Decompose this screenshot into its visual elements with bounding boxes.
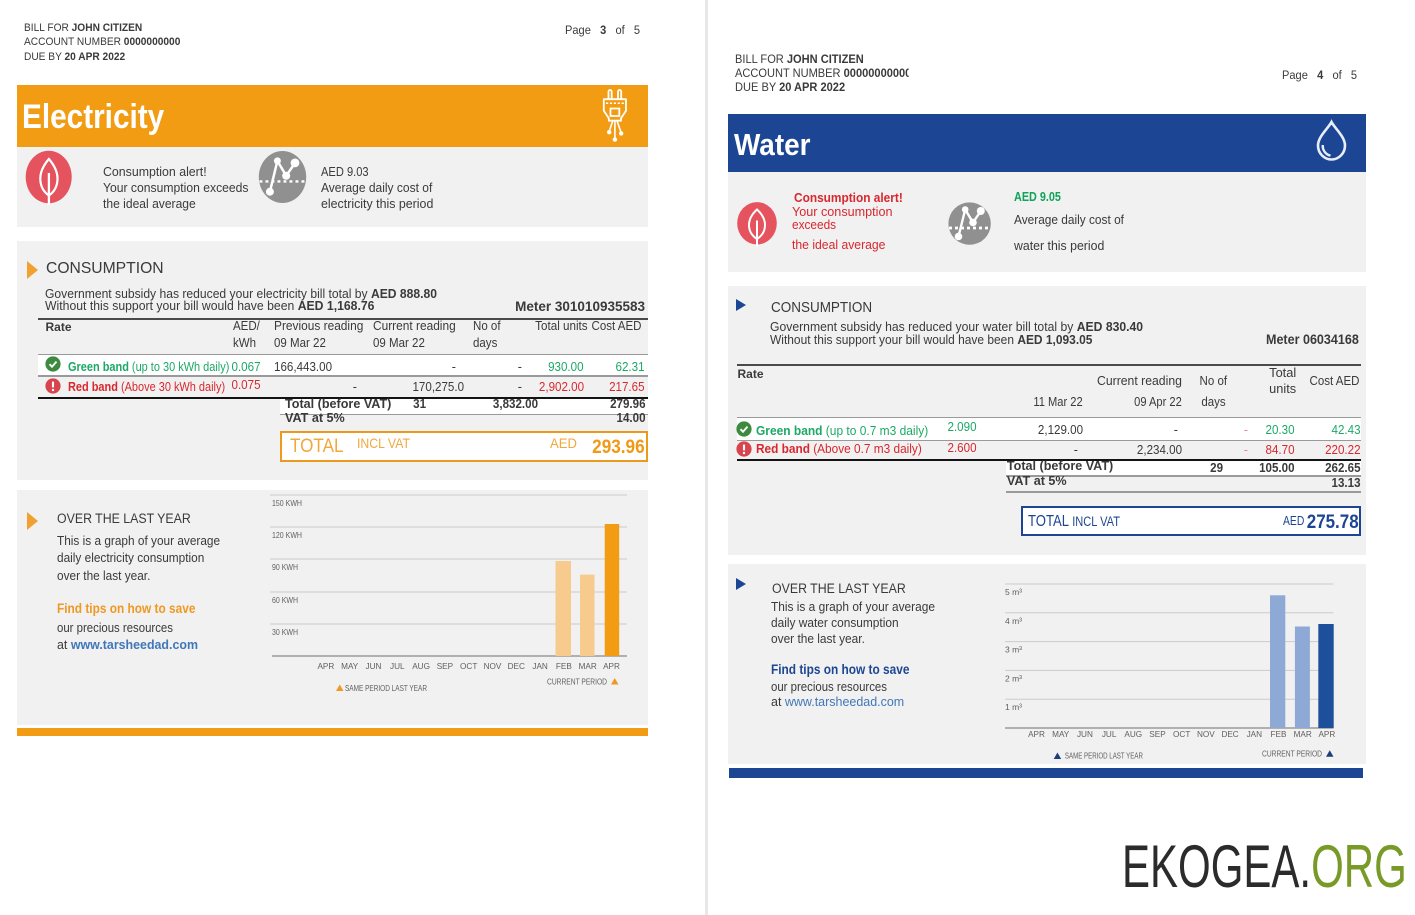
svg-text:SEP: SEP	[1149, 730, 1166, 739]
svg-text:90 KWH: 90 KWH	[272, 562, 298, 572]
svg-text:FEB: FEB	[556, 662, 572, 671]
svg-text:JAN: JAN	[1247, 730, 1263, 739]
svg-text:DEC: DEC	[1221, 730, 1238, 739]
svg-text:MAR: MAR	[579, 662, 597, 671]
svg-text:MAY: MAY	[341, 662, 359, 671]
svg-text:APR: APR	[1318, 730, 1335, 739]
svg-text:APR: APR	[1028, 730, 1045, 739]
svg-text:150 KWH: 150 KWH	[272, 498, 302, 508]
svg-text:120 KWH: 120 KWH	[272, 530, 302, 540]
svg-text:CURRENT PERIOD: CURRENT PERIOD	[1262, 749, 1322, 759]
svg-text:AUG: AUG	[412, 662, 430, 671]
svg-text:JUL: JUL	[390, 662, 405, 671]
svg-text:30 KWH: 30 KWH	[272, 627, 298, 637]
svg-text:2 m³: 2 m³	[1005, 673, 1022, 683]
svg-text:NOV: NOV	[484, 662, 502, 671]
svg-text:JUL: JUL	[1102, 730, 1117, 739]
svg-text:OCT: OCT	[460, 662, 477, 671]
svg-text:JUN: JUN	[1077, 730, 1093, 739]
svg-text:AUG: AUG	[1124, 730, 1142, 739]
svg-text:5 m³: 5 m³	[1005, 587, 1022, 597]
svg-text:APR: APR	[603, 662, 620, 671]
svg-text:FEB: FEB	[1271, 730, 1287, 739]
svg-text:4 m³: 4 m³	[1005, 616, 1022, 626]
svg-text:JUN: JUN	[366, 662, 382, 671]
svg-text:DEC: DEC	[508, 662, 525, 671]
svg-text:1 m³: 1 m³	[1005, 702, 1022, 712]
svg-text:NOV: NOV	[1197, 730, 1215, 739]
svg-text:SEP: SEP	[437, 662, 454, 671]
svg-text:MAR: MAR	[1294, 730, 1312, 739]
svg-text:JAN: JAN	[532, 662, 548, 671]
svg-text:SAME PERIOD LAST YEAR: SAME PERIOD LAST YEAR	[1065, 751, 1143, 761]
svg-text:OCT: OCT	[1173, 730, 1190, 739]
svg-text:3 m³: 3 m³	[1005, 645, 1022, 655]
svg-text:MAY: MAY	[1052, 730, 1070, 739]
svg-text:60 KWH: 60 KWH	[272, 595, 298, 605]
svg-text:SAME PERIOD LAST YEAR: SAME PERIOD LAST YEAR	[345, 683, 427, 693]
svg-text:APR: APR	[317, 662, 334, 671]
svg-text:CURRENT PERIOD: CURRENT PERIOD	[547, 677, 607, 687]
